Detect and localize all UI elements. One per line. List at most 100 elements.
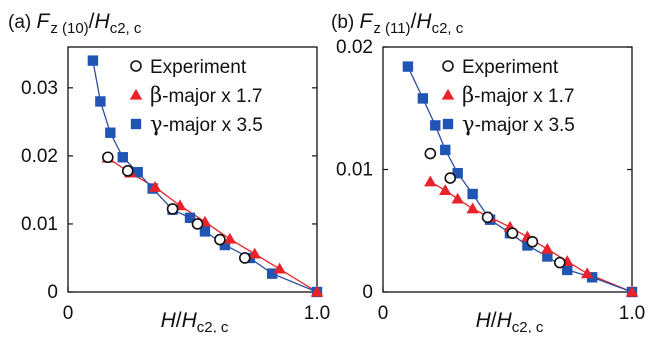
x-label-subscript: c2, c [197,319,229,333]
y-label-subscript: z (10) [50,20,88,37]
x-label-slash: / [176,309,182,332]
legend-label: Experiment [150,57,247,78]
data-point-square [417,93,429,104]
data-point-square [266,268,278,279]
legend-marker-circle [442,60,454,72]
data-point-triangle [541,242,554,254]
y-tick-label: 0.01 [21,214,58,235]
y-label-var: H [416,10,432,33]
legend-marker-square [130,118,142,130]
data-point-circle [191,218,204,230]
y-axis-label: (a) Fz (10)/Hc2, c [8,10,142,37]
data-point-square [105,127,116,138]
legend-text: Experiment [462,57,559,78]
legend-greek-letter: γ [150,112,163,136]
legend-label: γ-major x 3.5 [462,112,575,136]
legend-text: -major x 3.5 [163,115,263,136]
panel-label: (a) [8,12,37,33]
y-tick-label: 0.03 [21,78,58,99]
y-tick-label: 0.02 [336,37,373,58]
data-point-square [132,167,143,178]
x-label-var-2: H [182,309,198,332]
y-label-subscript-2: c2, c [110,20,142,37]
y-label-symbol: F [360,10,374,33]
data-point-circle [102,151,114,164]
x-label-subscript: c2, c [512,319,544,333]
legend-text: -major x 1.7 [162,86,262,107]
legend-marker-triangle [441,88,455,100]
data-point-square [199,226,211,237]
data-point-square [402,61,414,72]
data-point-square [467,188,478,200]
x-axis-label: H/Hc2, c [161,309,229,333]
data-point-triangle [466,202,479,214]
x-label-var: H [476,309,492,332]
data-point-triangle [439,184,452,195]
data-point-circle [238,252,251,264]
legend-text: Experiment [150,57,247,78]
data-point-square [219,239,231,251]
legend-greek-letter: β [150,83,162,107]
x-label-slash: / [491,309,497,332]
y-axis-label: (b) Fz (11)/Hc2, c [331,10,464,37]
y-tick-label: 0.02 [21,146,58,167]
data-point-triangle [273,262,286,274]
panel-label: (b) [331,12,360,33]
legend: Experiment β-major x 1.7 γ-major x 3.5 [129,57,263,136]
y-label-subscript: z (11) [373,20,410,37]
data-point-square [440,144,451,156]
x-label-var: H [161,309,177,332]
data-point-circle [526,235,539,248]
legend-marker-square [442,118,454,130]
x-tick-label: 0 [378,303,389,324]
data-point-square [542,251,553,262]
data-point-circle [506,227,519,239]
data-point-circle [444,172,457,184]
legend-marker-triangle [129,88,143,100]
data-point-triangle [223,232,237,244]
data-point-circle [481,211,494,224]
data-point-circle [214,233,226,246]
y-label-symbol: F [37,10,51,33]
legend-text: -major x 1.7 [474,86,574,107]
data-point-square [562,264,573,276]
y-label-subscript-2: c2, c [432,20,464,37]
data-point-square [452,167,463,179]
data-point-triangle [310,285,324,297]
data-point-circle [121,165,134,177]
x-tick-label: 0 [63,303,74,324]
legend-greek-letter: β [462,83,474,107]
x-tick-label: 1.0 [304,303,330,324]
data-point-triangle [424,175,437,187]
chart-panel-b: 00.010.020 1.0(b) Fz (11)/Hc2, cH/Hc2, cE… [331,10,645,336]
y-tick-label: 0 [47,282,58,303]
data-point-square [87,55,99,66]
x-axis-label: H/Hc2, c [476,309,544,333]
y-label-var: H [95,10,111,33]
data-point-circle [424,147,437,160]
data-point-square [117,152,128,163]
data-point-circle [166,203,179,215]
data-point-square [184,212,196,224]
legend-label: Experiment [462,57,559,78]
y-label-slash: / [411,10,417,33]
series-line-triangle [107,157,318,293]
data-point-triangle [451,192,464,204]
legend: Experiment β-major x 1.7 γ-major x 3.5 [441,57,575,136]
legend-marker-circle [130,60,142,72]
data-point-triangle [580,267,594,279]
data-point-square [522,240,533,251]
y-tick-label: 0.01 [336,160,373,181]
legend-label: γ-major x 3.5 [150,112,263,136]
plot-frame [382,46,633,293]
data-point-triangle [248,247,261,259]
legend-label: β-major x 1.7 [150,83,262,107]
x-label-var-2: H [497,309,513,332]
x-tick-label: 1.0 [619,303,645,324]
plot-frame [67,46,318,293]
legend-greek-letter: γ [462,112,475,136]
data-point-triangle [148,180,162,192]
y-label-slash: / [89,10,95,33]
